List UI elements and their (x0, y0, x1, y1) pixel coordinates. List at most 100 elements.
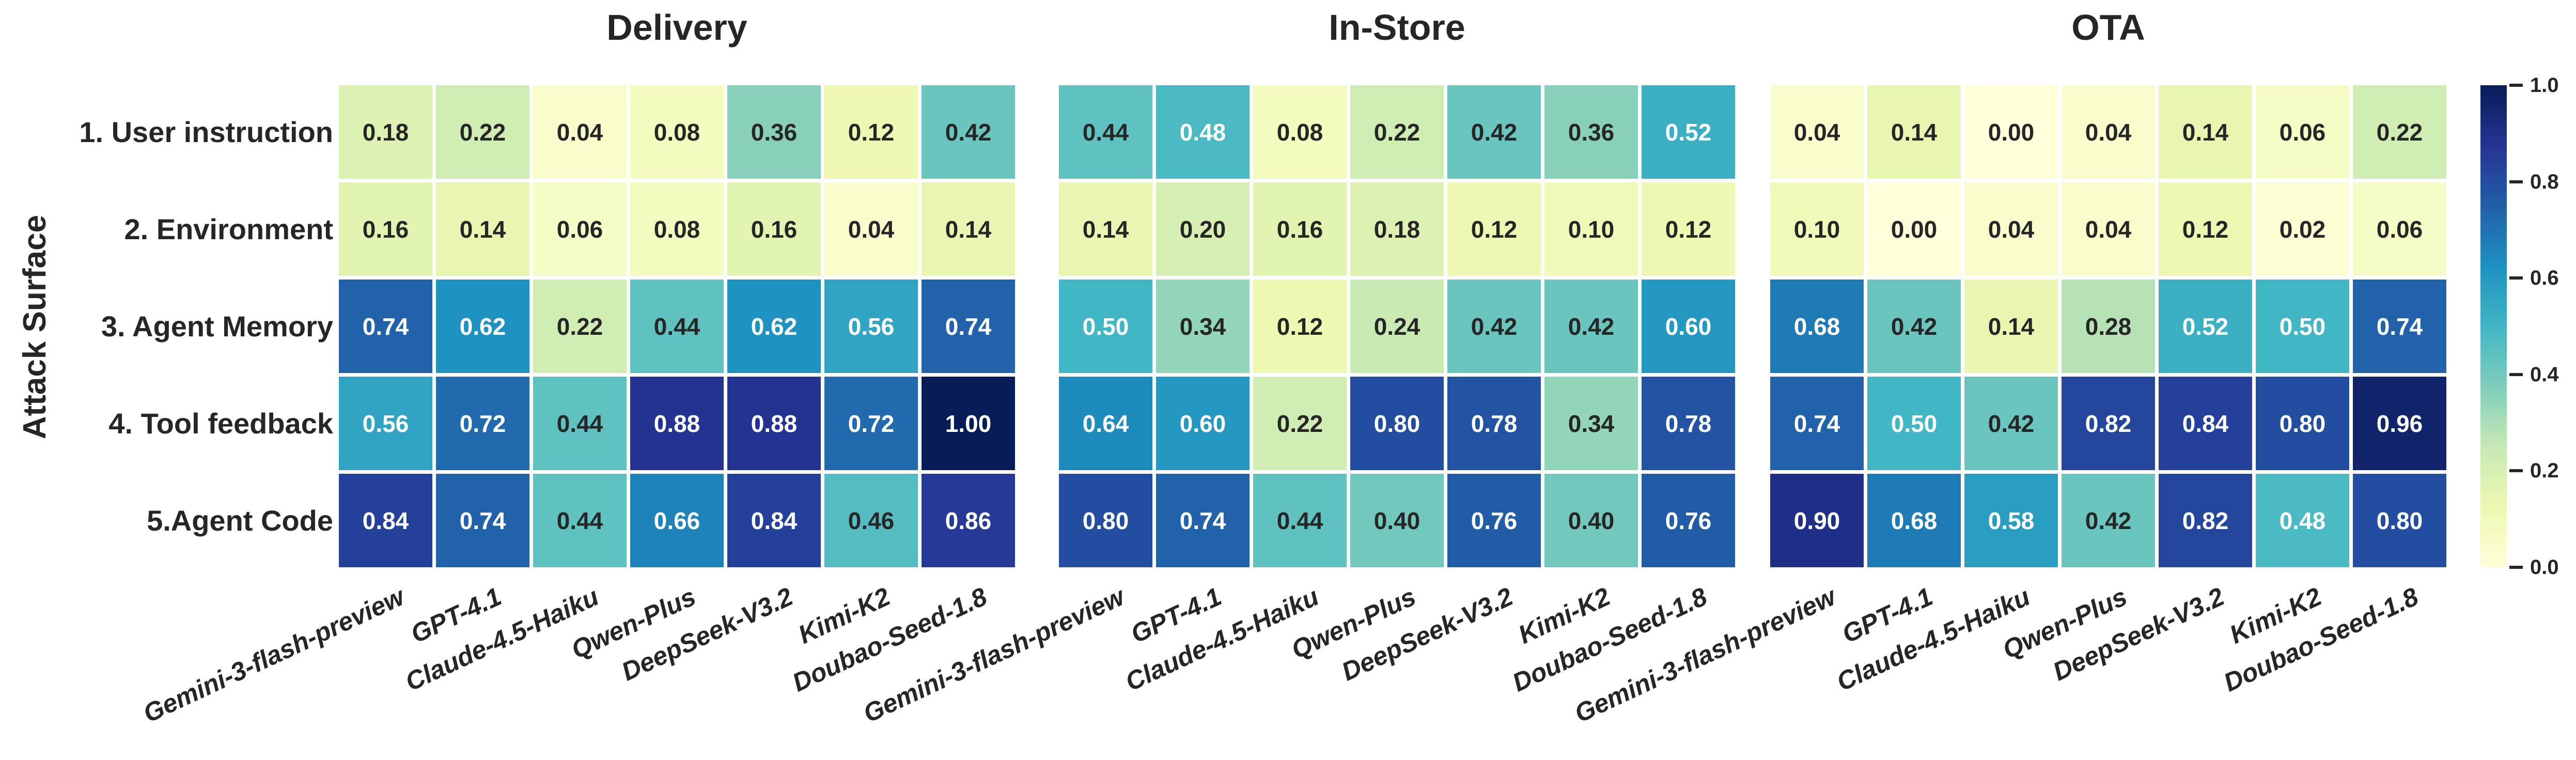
heatmap-cell: 0.50 (2256, 280, 2349, 373)
heatmap-cell: 0.76 (1642, 474, 1735, 567)
heatmap-cell: 0.14 (922, 182, 1015, 276)
heatmap-cell: 0.68 (1867, 474, 1961, 567)
heatmap-cell: 0.48 (1156, 85, 1250, 179)
colorbar-tick-label: 0.2 (2530, 459, 2559, 483)
colorbar-tick (2509, 373, 2523, 376)
heatmap-cell: 0.66 (630, 474, 724, 567)
heatmap-cell: 0.08 (630, 85, 724, 179)
panel-title: OTA (2071, 7, 2145, 48)
heatmap-cell: 0.42 (1964, 377, 2058, 470)
heatmap-cell: 0.88 (727, 377, 821, 470)
heatmap-cell: 0.02 (2256, 182, 2349, 276)
heatmap-cell: 0.74 (1156, 474, 1250, 567)
heatmap-cell: 0.36 (1544, 85, 1638, 179)
heatmap-cell: 0.36 (727, 85, 821, 179)
col-label: Gemini-3-flash-preview (859, 582, 1129, 728)
colorbar-tick-label: 0.0 (2530, 556, 2559, 579)
heatmap-cell: 0.84 (727, 474, 821, 567)
heatmap-cell: 0.16 (339, 182, 432, 276)
heatmap-cell: 0.84 (339, 474, 432, 567)
heatmap-cell: 0.78 (1642, 377, 1735, 470)
heatmap-cell: 0.74 (436, 474, 529, 567)
heatmap-cell: 0.68 (1770, 280, 1864, 373)
heatmap-cell: 0.04 (2062, 85, 2155, 179)
heatmap-grid: 0.04 0.14 0.00 0.04 0.14 0.06 0.22 0.10 0.00 0.04… (1770, 85, 2446, 567)
row-label: 4. Tool feedback (108, 407, 333, 440)
heatmap-cell: 0.56 (824, 280, 918, 373)
row-label: 5.Agent Code (147, 504, 333, 537)
heatmap-cell: 0.86 (922, 474, 1015, 567)
heatmap-cell: 0.82 (2062, 377, 2155, 470)
heatmap-cell: 0.90 (1770, 474, 1864, 567)
heatmap-cell: 0.42 (1447, 85, 1541, 179)
heatmap-cell: 0.58 (1964, 474, 2058, 567)
heatmap-cell: 0.04 (1964, 182, 2058, 276)
heatmap-cell: 0.72 (436, 377, 529, 470)
heatmap-cell: 0.62 (727, 280, 821, 373)
heatmap-cell: 0.12 (1642, 182, 1735, 276)
heatmap-grid: 0.44 0.48 0.08 0.22 0.42 0.36 0.52 0.14 0.20 0.16… (1059, 85, 1735, 567)
panel-title: Delivery (606, 7, 747, 48)
heatmap-cell: 0.00 (1964, 85, 2058, 179)
heatmap-cell: 1.00 (922, 377, 1015, 470)
heatmap-cell: 0.74 (339, 280, 432, 373)
heatmap-cell: 0.46 (824, 474, 918, 567)
heatmap-cell: 0.16 (1253, 182, 1347, 276)
heatmap-cell: 0.12 (1447, 182, 1541, 276)
colorbar-tick-label: 0.4 (2530, 363, 2559, 386)
heatmap-cell: 0.12 (1253, 280, 1347, 373)
heatmap-cell: 0.82 (2159, 474, 2252, 567)
col-label: DeepSeek-V3.2 (617, 582, 798, 687)
heatmap-cell: 0.04 (2062, 182, 2155, 276)
heatmap-cell: 0.72 (824, 377, 918, 470)
heatmap-cell: 0.12 (824, 85, 918, 179)
heatmap-grid: 0.18 0.22 0.04 0.08 0.36 0.12 0.42 0.16 0.14 0.06… (339, 85, 1015, 567)
heatmap-cell: 0.12 (2159, 182, 2252, 276)
heatmap-cell: 0.60 (1156, 377, 1250, 470)
colorbar-tick (2509, 566, 2523, 569)
heatmap-cell: 0.80 (2353, 474, 2446, 567)
heatmap-cell: 0.28 (2062, 280, 2155, 373)
row-label: 2. Environment (124, 212, 333, 245)
heatmap-cell: 0.14 (1059, 182, 1152, 276)
heatmap-cell: 0.40 (1544, 474, 1638, 567)
heatmap-cell: 0.42 (1447, 280, 1541, 373)
col-label: Gemini-3-flash-preview (139, 582, 409, 728)
colorbar-tick (2509, 84, 2523, 87)
heatmap-cell: 0.96 (2353, 377, 2446, 470)
heatmap-cell: 0.22 (1253, 377, 1347, 470)
colorbar-gradient (2480, 85, 2507, 567)
heatmap-cell: 0.00 (1867, 182, 1961, 276)
col-label: DeepSeek-V3.2 (1337, 582, 1518, 687)
heatmap-cell: 0.14 (436, 182, 529, 276)
heatmap-cell: 0.22 (2353, 85, 2446, 179)
heatmap-cell: 0.14 (1867, 85, 1961, 179)
row-label: 3. Agent Memory (101, 309, 333, 343)
heatmap-cell: 0.74 (922, 280, 1015, 373)
heatmap-cell: 0.78 (1447, 377, 1541, 470)
heatmap-cell: 0.04 (1770, 85, 1864, 179)
colorbar-tick-label: 0.6 (2530, 267, 2559, 290)
heatmap-cell: 0.44 (630, 280, 724, 373)
heatmap-cell: 0.44 (533, 474, 627, 567)
heatmap-cell: 0.80 (2256, 377, 2349, 470)
heatmap-cell: 0.74 (1770, 377, 1864, 470)
heatmap-cell: 0.44 (1059, 85, 1152, 179)
heatmap-cell: 0.08 (1253, 85, 1347, 179)
heatmap-cell: 0.60 (1642, 280, 1735, 373)
heatmap-cell: 0.42 (1544, 280, 1638, 373)
heatmap-cell: 0.42 (2062, 474, 2155, 567)
heatmap-cell: 0.04 (824, 182, 918, 276)
heatmap-cell: 0.62 (436, 280, 529, 373)
heatmap-cell: 0.80 (1350, 377, 1444, 470)
colorbar-tick-label: 1.0 (2530, 74, 2559, 97)
heatmap-cell: 0.52 (1642, 85, 1735, 179)
heatmap-cell: 0.50 (1059, 280, 1152, 373)
heatmap-cell: 0.20 (1156, 182, 1250, 276)
col-label: DeepSeek-V3.2 (2048, 582, 2229, 687)
heatmap-cell: 0.74 (2353, 280, 2446, 373)
heatmap-cell: 0.14 (2159, 85, 2252, 179)
colorbar-tick (2509, 180, 2523, 183)
heatmap-cell: 0.44 (533, 377, 627, 470)
